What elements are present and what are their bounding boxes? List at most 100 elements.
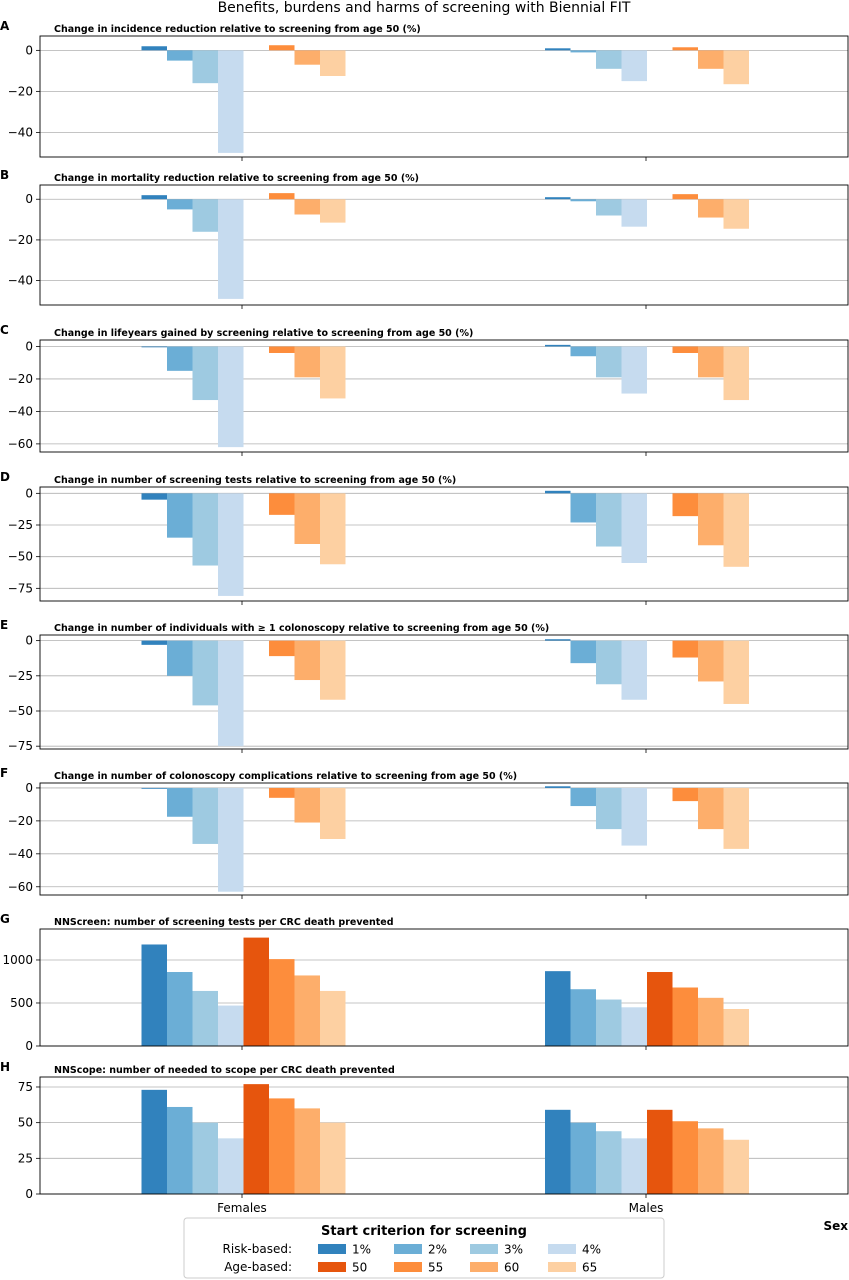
bar-b-60-1 [698,199,724,218]
bar-c-55-1 [672,346,698,353]
bar-g-1pct-0 [141,944,167,1046]
bar-g-60-1 [698,997,724,1046]
bar-h-65-0 [320,1122,346,1194]
y-tick-label: 0 [25,1187,33,1201]
panel-title: Change in number of colonoscopy complica… [54,771,517,782]
bar-b-60-0 [294,199,320,215]
bar-f-65-1 [723,787,749,849]
bar-e-3pct-0 [192,640,218,706]
panel-g: G NNScreen: number of screening tests per… [0,912,849,1053]
bar-g-55-1 [672,987,698,1046]
legend-label-age-3: 65 [582,1261,597,1275]
bar-h-2pct-1 [570,1122,596,1194]
bar-e-60-1 [698,640,724,682]
bar-e-4pct-0 [218,640,244,747]
bar-b-65-1 [723,199,749,229]
bar-f-4pct-0 [218,787,244,892]
axes-frame [39,1076,849,1195]
panel-title: NNScope: number of needed to scope per C… [54,1065,395,1076]
bar-e-2pct-1 [570,640,596,664]
bar-c-1pct-0 [141,346,167,348]
bar-a-60-1 [698,50,724,69]
legend-swatch-age-3 [548,1262,576,1272]
panel-letter: D [0,470,10,484]
bar-e-4pct-1 [621,640,647,700]
bar-c-1pct-1 [545,344,571,347]
bar-g-1pct-1 [545,971,571,1046]
legend-title: Start criterion for screening [321,1224,527,1239]
axes-frame [39,184,849,306]
bar-d-65-1 [723,493,749,567]
panel-letter: G [0,912,10,926]
bar-g-3pct-0 [192,990,218,1046]
panel-h: H NNScope: number of needed to scope per … [0,1060,849,1201]
bar-d-1pct-1 [545,490,571,494]
bar-c-65-1 [723,346,749,401]
bar-e-1pct-0 [141,640,167,645]
legend-label-risk-0: 1% [352,1243,371,1257]
y-tick-label: 0 [25,192,33,206]
bar-h-60-0 [294,1108,320,1194]
axes-frame [39,928,849,1047]
y-tick-label: −50 [8,550,33,564]
axes-frame [39,486,849,602]
bar-c-60-1 [698,346,724,378]
y-tick-label: 0 [25,634,33,648]
panel-e: E Change in number of individuals with ≥ … [0,618,849,753]
bar-e-55-0 [269,640,295,657]
bar-e-2pct-0 [167,640,193,676]
legend-label-age-0: 50 [352,1261,367,1275]
bar-h-3pct-0 [192,1122,218,1194]
legend-label-risk-3: 4% [582,1243,601,1257]
legend-swatch-risk-0 [318,1244,346,1254]
bar-d-2pct-0 [167,493,193,538]
bar-g-50-1 [647,972,673,1046]
panel-letter: C [0,323,9,337]
panel-title: Change in number of individuals with ≥ 1… [54,623,549,634]
bar-h-50-0 [243,1084,269,1194]
bar-d-60-1 [698,493,724,546]
bar-a-2pct-1 [570,50,596,53]
panel-title: Change in incidence reduction relative t… [54,24,421,35]
bar-e-65-0 [320,640,346,700]
category-label-females: Females [217,1201,267,1215]
bar-h-65-1 [723,1139,749,1194]
bar-f-60-0 [294,787,320,823]
bar-g-3pct-1 [596,999,622,1046]
panel-letter: F [0,766,8,780]
bar-b-2pct-1 [570,199,596,202]
panel-title: NNScreen: number of screening tests per … [54,917,394,928]
bar-d-55-1 [672,493,698,517]
bar-b-3pct-1 [596,199,622,216]
bar-f-1pct-1 [545,786,571,788]
y-tick-label: −20 [8,233,33,247]
bar-g-4pct-1 [621,1007,647,1046]
axes-frame [39,339,849,453]
bar-e-1pct-1 [545,639,571,641]
bar-d-4pct-1 [621,493,647,563]
bar-h-3pct-1 [596,1131,622,1194]
y-tick-label: −20 [8,372,33,386]
legend-swatch-age-1 [394,1262,422,1272]
panels: A Change in incidence reduction relative … [0,19,849,1201]
bar-f-65-0 [320,787,346,839]
legend-swatch-risk-1 [394,1244,422,1254]
y-tick-label: 50 [18,1116,33,1130]
bar-f-2pct-1 [570,787,596,807]
panel-letter: E [0,618,8,632]
bar-f-1pct-0 [141,787,167,789]
bar-c-2pct-0 [167,346,193,371]
y-tick-label: 0 [25,43,33,57]
bar-h-55-0 [269,1098,295,1194]
legend-label-age-2: 60 [504,1261,519,1275]
bar-e-3pct-1 [596,640,622,685]
legend-row-label-age: Age-based: [224,1260,292,1274]
panel-title: Change in lifeyears gained by screening … [54,328,473,339]
legend-label-age-1: 55 [428,1261,443,1275]
x-axis-label: Sex [823,1219,848,1233]
bar-g-4pct-0 [218,1005,244,1046]
panel-title: Change in number of screening tests rela… [54,475,456,486]
bar-f-4pct-1 [621,787,647,846]
bar-c-4pct-1 [621,346,647,394]
bar-a-1pct-0 [141,46,167,51]
